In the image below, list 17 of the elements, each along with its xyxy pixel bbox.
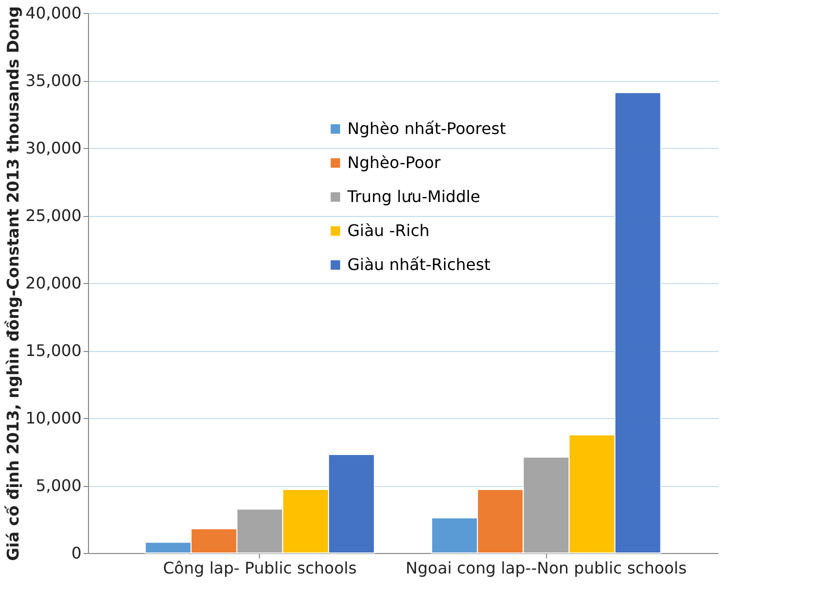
y-tick-label: 10,000 xyxy=(26,408,82,428)
y-tick-label: 0 xyxy=(71,544,82,562)
y-tick-label: 30,000 xyxy=(26,138,82,158)
legend-label: Nghèo-Poor xyxy=(347,153,442,172)
legend-label: Giàu nhất-Richest xyxy=(347,255,490,274)
legend-label: Nghèo nhất-Poorest xyxy=(347,119,506,138)
x-tick-label: Ngoai cong lap--Non public schools xyxy=(406,558,687,578)
y-tick-label: 40,000 xyxy=(26,4,82,22)
legend-label: Trung lưu-Middle xyxy=(346,187,480,206)
y-tick-label: 15,000 xyxy=(26,341,82,360)
y-tick-label: 20,000 xyxy=(26,274,82,292)
y-tick-label: 25,000 xyxy=(26,206,82,225)
y-tick-label: 35,000 xyxy=(26,71,82,90)
legend-label: Giàu -Rich xyxy=(347,221,430,240)
y-tick-label: 5,000 xyxy=(36,476,82,495)
y-axis-title: Giá cố định 2013, nghìn đồng-Constant 2013 thousands Dong xyxy=(4,6,23,561)
x-tick-label: Công lap- Public schools xyxy=(162,558,357,578)
